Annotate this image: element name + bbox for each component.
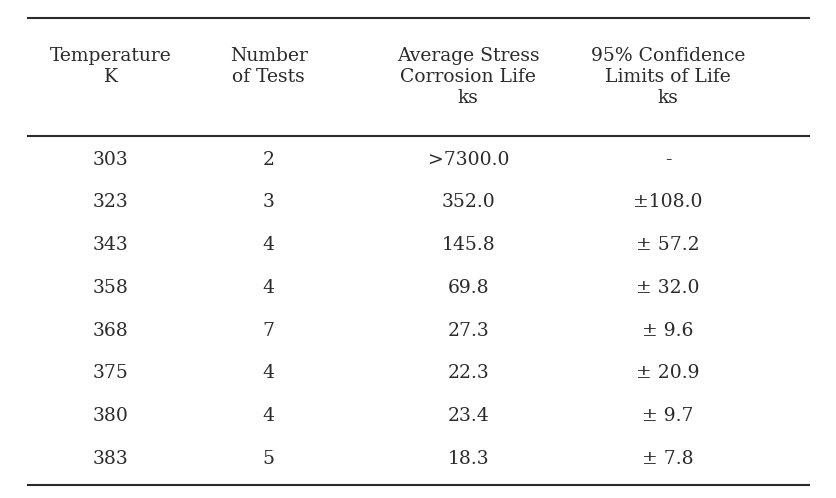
- Text: 352.0: 352.0: [441, 193, 495, 211]
- Text: 22.3: 22.3: [447, 365, 489, 382]
- Text: 358: 358: [93, 279, 129, 297]
- Text: 7: 7: [263, 322, 274, 340]
- Text: 4: 4: [263, 279, 274, 297]
- Text: 18.3: 18.3: [447, 450, 488, 468]
- Text: 4: 4: [263, 236, 274, 254]
- Text: 375: 375: [93, 365, 129, 382]
- Text: 343: 343: [93, 236, 129, 254]
- Text: 303: 303: [93, 150, 129, 169]
- Text: 69.8: 69.8: [447, 279, 488, 297]
- Text: 4: 4: [263, 407, 274, 425]
- Text: 23.4: 23.4: [447, 407, 489, 425]
- Text: 323: 323: [93, 193, 129, 211]
- Text: ±108.0: ±108.0: [632, 193, 702, 211]
- Text: ± 57.2: ± 57.2: [635, 236, 699, 254]
- Text: >7300.0: >7300.0: [427, 150, 508, 169]
- Text: 3: 3: [263, 193, 274, 211]
- Text: ± 32.0: ± 32.0: [635, 279, 699, 297]
- Text: Temperature
K: Temperature K: [50, 47, 171, 86]
- Text: 95% Confidence
Limits of Life
ks: 95% Confidence Limits of Life ks: [590, 47, 744, 107]
- Text: ± 20.9: ± 20.9: [635, 365, 699, 382]
- Text: 27.3: 27.3: [447, 322, 489, 340]
- Text: 5: 5: [263, 450, 274, 468]
- Text: ± 9.6: ± 9.6: [641, 322, 693, 340]
- Text: 145.8: 145.8: [441, 236, 495, 254]
- Text: 380: 380: [93, 407, 129, 425]
- Text: Average Stress
Corrosion Life
ks: Average Stress Corrosion Life ks: [396, 47, 539, 107]
- Text: ± 7.8: ± 7.8: [641, 450, 693, 468]
- Text: 383: 383: [93, 450, 129, 468]
- Text: Number
of Tests: Number of Tests: [230, 47, 308, 86]
- Text: -: -: [664, 150, 670, 169]
- Text: ± 9.7: ± 9.7: [641, 407, 693, 425]
- Text: 2: 2: [263, 150, 274, 169]
- Text: 4: 4: [263, 365, 274, 382]
- Text: 368: 368: [93, 322, 129, 340]
